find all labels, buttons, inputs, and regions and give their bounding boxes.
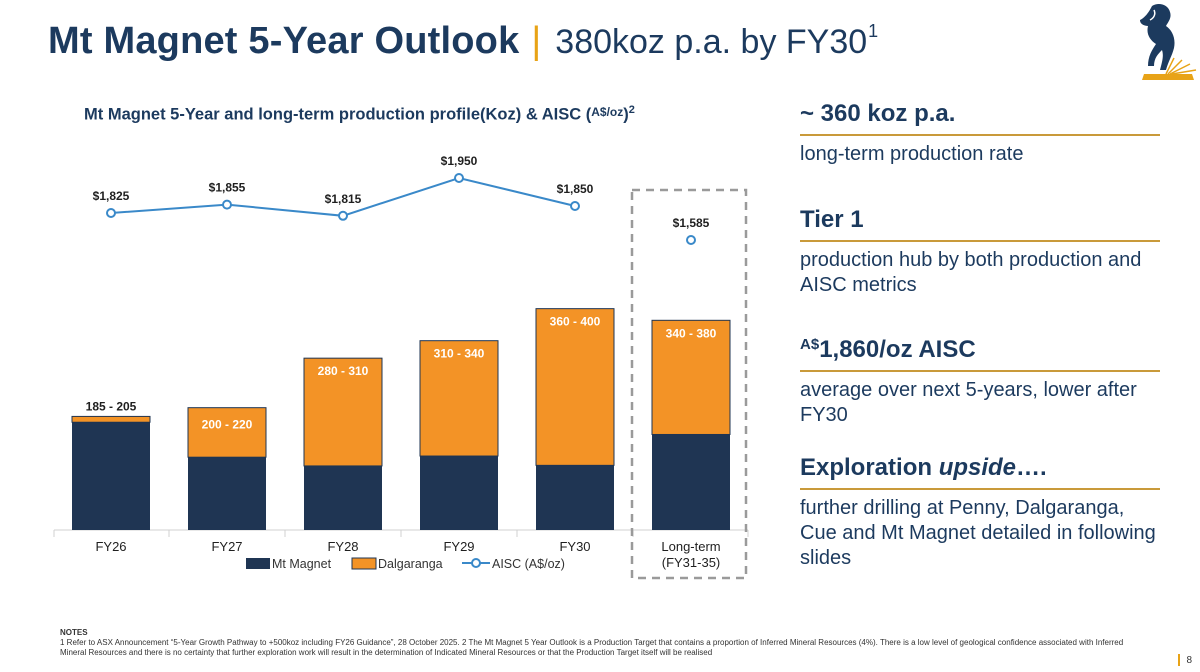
x-tick-label: Long-term — [661, 539, 720, 554]
aisc-label: $1,585 — [673, 216, 710, 230]
page-title: Mt Magnet 5-Year Outlook — [48, 20, 520, 62]
stat-exploration-emphasis: upside — [938, 454, 1017, 481]
aisc-label: $1,855 — [209, 181, 246, 195]
bar-dalgaranga — [651, 319, 731, 435]
aisc-label: $1,850 — [557, 182, 594, 196]
x-tick-label: FY28 — [327, 539, 358, 554]
bar-mt-magnet — [420, 456, 498, 530]
bar-mt-magnet — [304, 465, 382, 530]
bar-range-label: 280 - 310 — [318, 364, 369, 378]
legend-label-aisc: AISC (A$/oz) — [492, 557, 565, 571]
divider — [800, 240, 1160, 242]
bar-mt-magnet — [652, 434, 730, 530]
stat-tier-1: Tier 1 production hub by both production… — [800, 206, 1160, 298]
chart-legend: Mt Magnet Dalgaranga AISC (A$/oz) — [246, 557, 565, 571]
page-subtitle: 380koz p.a. by FY30 — [555, 23, 868, 61]
bar-dalgaranga — [71, 415, 151, 423]
stat-tier-1-head: Tier 1 — [800, 206, 864, 233]
aisc-line-layer: $1,825 $1,855 $1,815 $1,950 $1,850 $1,585 — [93, 154, 710, 245]
chart-title-close: ) — [623, 105, 629, 124]
stat-production-rate: ~ 360 koz p.a. long-term production rate — [800, 100, 1160, 167]
page-title-row: Mt Magnet 5-Year Outlook | 380koz p.a. b… — [48, 20, 878, 72]
stat-aisc-head: A$1,860/oz AISC — [800, 336, 1160, 364]
x-tick-label: (FY31-35) — [662, 555, 721, 570]
footnotes: NOTES 1 Refer to ASX Announcement “5-Yea… — [60, 628, 1140, 658]
bar-dalgaranga — [303, 357, 383, 467]
bar-range-label: 200 - 220 — [202, 418, 253, 432]
bar-mt-magnet — [72, 422, 150, 530]
chart-title-text: Mt Magnet 5-Year and long-term productio… — [84, 105, 592, 124]
stat-aisc-currency: A$ — [800, 336, 820, 353]
title-separator: | — [531, 20, 542, 62]
chart-title: Mt Magnet 5-Year and long-term productio… — [84, 104, 635, 125]
x-tick-label: FY30 — [559, 539, 590, 554]
sunburst-icon — [1142, 57, 1197, 80]
stat-production-rate-desc: long-term production rate — [800, 143, 1024, 165]
x-tick-label: FY29 — [443, 539, 474, 554]
aisc-label: $1,825 — [93, 189, 130, 203]
aisc-point — [686, 235, 696, 245]
legend-label-dalgaranga: Dalgaranga — [378, 557, 443, 571]
aisc-label: $1,950 — [441, 154, 478, 168]
chart-title-footnote: 2 — [628, 104, 635, 116]
horse-icon — [1140, 4, 1175, 70]
aisc-point — [338, 210, 348, 221]
long-term-highlight-box — [630, 188, 748, 580]
aisc-point — [106, 208, 116, 218]
stat-exploration-ellipsis: …. — [1016, 454, 1047, 481]
legend-swatch-mt-magnet — [246, 558, 270, 569]
legend-label-mt-magnet: Mt Magnet — [272, 557, 332, 571]
stat-aisc: A$1,860/oz AISC average over next 5-year… — [800, 336, 1160, 428]
stat-tier-1-desc: production hub by both production and AI… — [800, 249, 1142, 296]
production-chart: 185 - 205 FY26 200 - 220 FY27 280 - 310 FY28 3… — [53, 154, 749, 580]
bar-mt-magnet — [536, 465, 614, 530]
bar-dalgaranga — [419, 340, 499, 457]
stat-exploration-word: Exploration — [800, 454, 939, 481]
bar-range-label: 310 - 340 — [434, 347, 485, 361]
bar-mt-magnet — [188, 457, 266, 530]
aisc-point — [454, 173, 464, 183]
stat-production-rate-head: ~ 360 koz p.a. — [800, 100, 956, 127]
divider — [800, 370, 1160, 372]
stat-exploration-desc: further drilling at Penny, Dalgaranga, C… — [800, 497, 1156, 569]
divider — [800, 488, 1160, 490]
bar-range-label: 340 - 380 — [666, 326, 717, 340]
aisc-point — [222, 199, 232, 210]
page-number-marker — [1178, 654, 1180, 666]
divider — [800, 134, 1160, 136]
bar-dalgaranga — [535, 308, 615, 466]
footnotes-text: 1 Refer to ASX Announcement “5-Year Grow… — [60, 638, 1124, 657]
bar-range-label: 360 - 400 — [550, 315, 601, 329]
aisc-point — [570, 201, 580, 211]
stat-exploration-head: Exploration upside…. — [800, 454, 1160, 482]
footnotes-title: NOTES — [60, 628, 88, 637]
bar-dalgaranga — [187, 407, 267, 458]
bar-range-label: 185 - 205 — [86, 399, 137, 413]
legend-swatch-dalgaranga — [351, 557, 377, 570]
stat-exploration: Exploration upside…. further drilling at… — [800, 454, 1160, 571]
page-number: 8 — [1186, 655, 1192, 666]
chart-title-unit: A$/oz — [591, 104, 624, 119]
x-tick-label: FY27 — [211, 539, 242, 554]
bars-layer: 185 - 205 FY26 200 - 220 FY27 280 - 310 FY28 3… — [53, 188, 749, 580]
legend-marker-aisc — [471, 558, 481, 568]
stat-aisc-value: 1,860/oz AISC — [819, 336, 976, 363]
stat-aisc-desc: average over next 5-years, lower after F… — [800, 379, 1137, 426]
company-logo — [1140, 4, 1197, 80]
subtitle-footnote: 1 — [868, 21, 879, 41]
x-tick-label: FY26 — [95, 539, 126, 554]
aisc-label: $1,815 — [325, 192, 362, 206]
